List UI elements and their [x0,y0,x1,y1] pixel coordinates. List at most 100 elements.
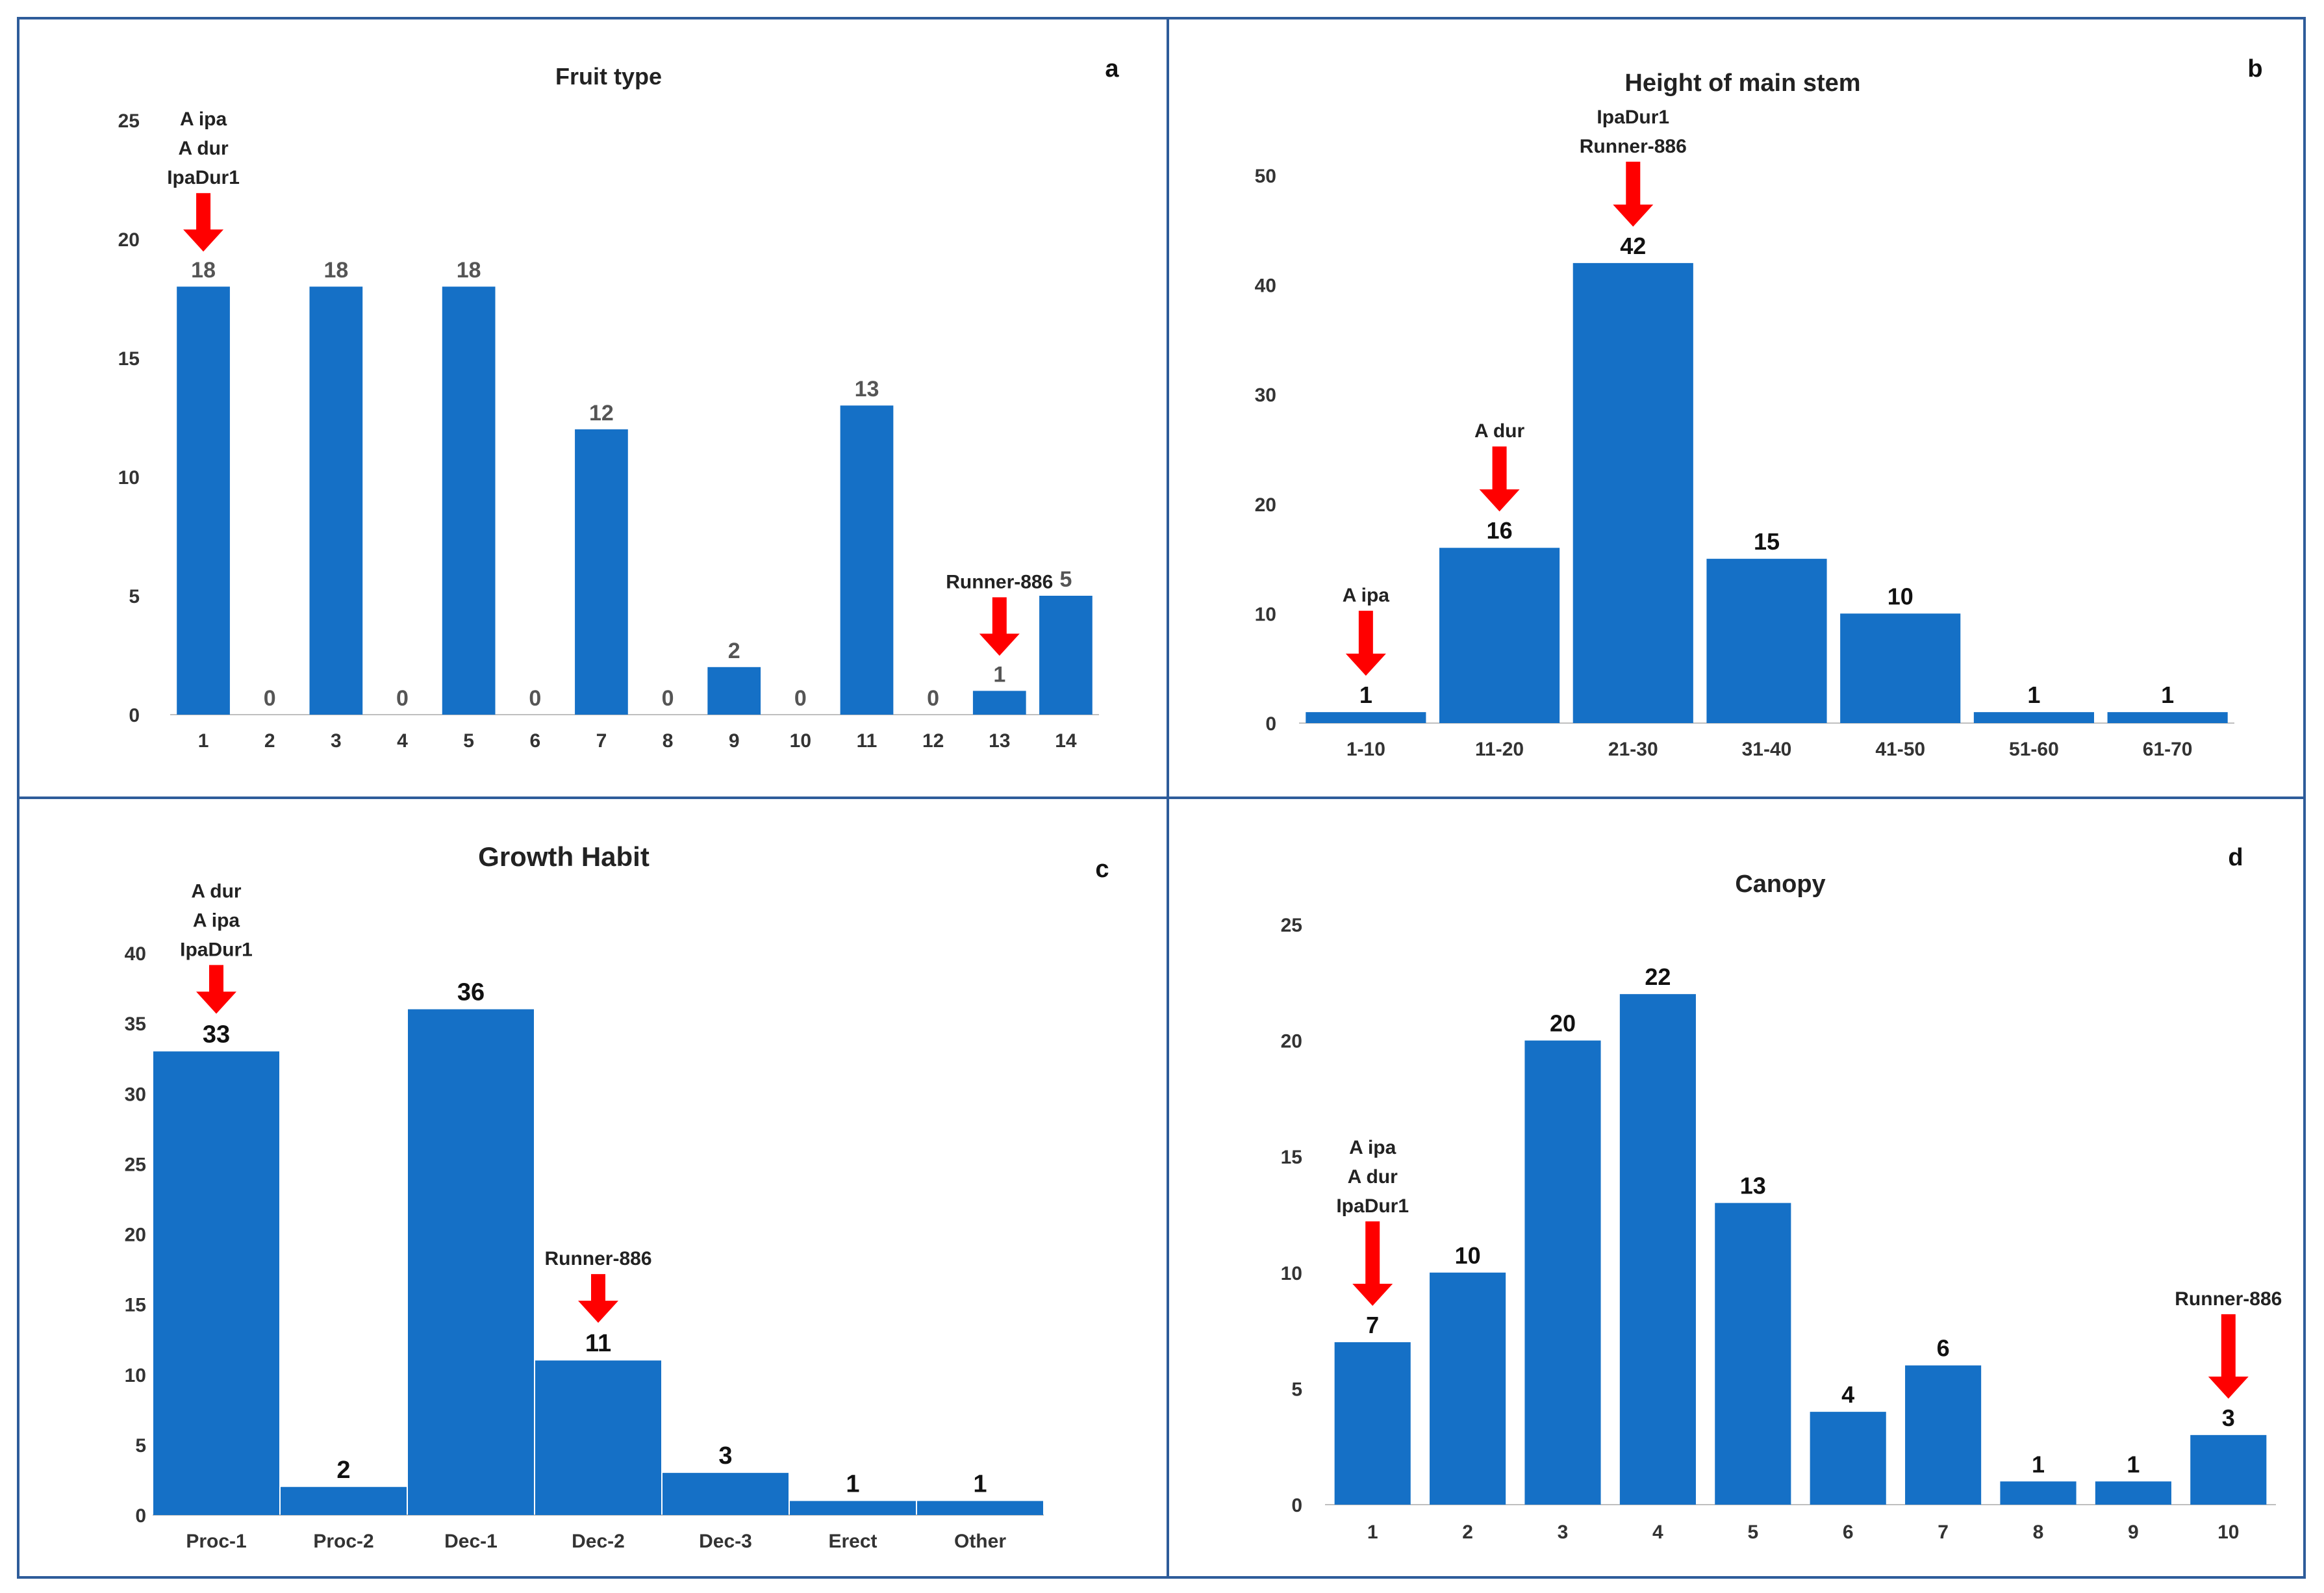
x-tick-label: 41-50 [1875,739,1925,760]
bar [1706,559,1827,723]
annotation-label: A dur [178,138,229,159]
panel-d-frame [1167,796,2306,1579]
annotation-label: A ipa [1343,585,1390,606]
bar [281,1486,407,1515]
data-label: 36 [457,979,485,1006]
y-tick-label: 50 [1255,166,1276,187]
data-label: 18 [457,258,481,283]
x-tick-label: 5 [463,730,474,752]
data-label: 1 [846,1470,859,1497]
x-tick-label: Dec-2 [572,1531,625,1552]
y-tick-label: 10 [1255,604,1276,625]
annotation-label: IpaDur1 [1336,1195,1409,1217]
bar [535,1360,661,1515]
x-tick-label: 11 [857,730,878,752]
bar [177,287,230,715]
data-label: 5 [1059,567,1072,592]
data-label: 1 [993,662,1005,687]
bar [1334,1342,1411,1505]
y-tick-label: 40 [125,943,146,965]
bar [2095,1481,2171,1505]
y-tick-label: 40 [1255,275,1276,297]
x-tick-label: 14 [1055,730,1077,752]
x-tick-label: 1 [198,730,209,752]
data-label: 13 [855,377,879,401]
x-tick-label: 2 [1462,1522,1473,1543]
bar [1619,994,1696,1505]
annotation-label: A ipa [1349,1137,1396,1158]
chart-title: Fruit type [555,63,662,90]
y-tick-label: 30 [1255,385,1276,406]
bar [2107,712,2228,723]
red-arrow-icon [1479,446,1520,512]
y-tick-label: 30 [125,1084,146,1105]
bar [917,1501,1043,1515]
x-tick-label: Dec-3 [699,1531,752,1552]
x-tick-label: 4 [397,730,408,752]
panel-a-chart: Fruit type a05101520251810218304185061270… [118,55,1120,752]
panel-d-chart: Canopy d 0 5 10 15 20 25 7 1 10 2 20 3 22 4 13 5 4 6 6 7 1 8 1 9 3… [1281,844,2282,1543]
data-label: 0 [927,686,939,711]
annotation-label: A dur [191,880,242,902]
x-tick-label: Dec-1 [444,1531,498,1552]
panel-c-chart: Growth Habit c 0 5 10 15 20 25 30 35 40 33 Proc-1 2 Pr… [125,841,1109,1552]
y-tick-label: 5 [129,586,140,607]
bar [408,1009,534,1515]
x-tick-label: 9 [2128,1522,2139,1543]
y-tick-label: 20 [1281,1031,1302,1052]
y-tick-label: 10 [118,467,140,489]
y-tick-label: 0 [135,1505,146,1527]
annotation-label: IpaDur1 [1597,107,1669,128]
y-tick-label: 20 [125,1225,146,1246]
x-tick-label: 3 [1558,1522,1569,1543]
data-label: 1 [2161,682,2174,708]
y-tick-label: 15 [118,348,140,370]
data-label: 0 [662,686,674,711]
annotation-label: Runner-886 [544,1248,651,1269]
data-label: 15 [1754,528,1780,555]
x-tick-label: 6 [1843,1522,1854,1543]
x-tick-label: 12 [922,730,944,752]
data-label: 33 [203,1021,230,1048]
red-arrow-icon [183,193,224,252]
bar [1973,712,2094,723]
x-tick-label: 8 [2033,1522,2044,1543]
y-tick-label: 0 [1265,713,1276,735]
panel-letter: c [1095,856,1109,883]
annotation-label: Runner-886 [2175,1288,2282,1310]
bar [1439,548,1560,723]
x-tick-label: 6 [529,730,540,752]
bar [442,287,496,715]
bar [1430,1272,1506,1505]
annotation-label: A dur [1348,1166,1398,1188]
bar [1039,596,1093,715]
data-label: 4 [1841,1381,1854,1408]
panel-letter: b [2247,55,2262,83]
chart-title: Growth Habit [478,841,650,872]
data-label: 2 [728,639,740,663]
annotation-label: IpaDur1 [180,939,253,960]
red-arrow-icon [2208,1314,2249,1399]
red-arrow-icon [1345,611,1386,676]
y-tick-label: 0 [1291,1495,1302,1516]
x-tick-label: Other [954,1531,1006,1552]
red-arrow-icon [1613,161,1654,227]
data-label: 0 [794,686,807,711]
y-tick-label: 20 [1255,494,1276,516]
bar [1572,262,1693,723]
bar [1306,712,1426,723]
red-arrow-icon [196,965,236,1014]
data-label: 2 [336,1457,350,1484]
data-label: 7 [1366,1312,1379,1338]
bar [790,1501,916,1515]
x-tick-label: 3 [331,730,342,752]
data-label: 1 [1359,682,1372,708]
y-tick-label: 20 [118,229,140,251]
data-label: 12 [589,401,614,426]
x-tick-label: 51-60 [2009,739,2059,760]
x-tick-label: 7 [596,730,607,752]
y-tick-label: 0 [129,705,140,726]
data-label: 11 [585,1330,611,1357]
bar [663,1473,789,1515]
